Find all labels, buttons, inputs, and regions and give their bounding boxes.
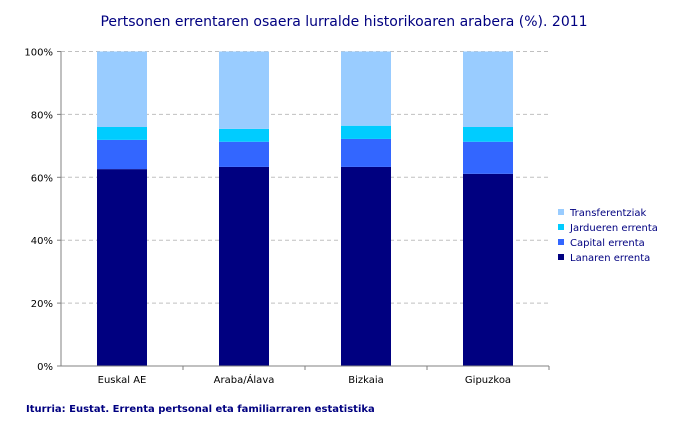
bar-segment — [219, 166, 269, 366]
chart-title: Pertsonen errentaren osaera lurralde his… — [100, 14, 587, 30]
legend-label: Transferentziak — [569, 208, 647, 219]
x-tick-label: Euskal AE — [98, 375, 147, 386]
bar-segment — [219, 128, 269, 142]
bar-segment — [341, 138, 391, 167]
y-tick-label: 0% — [37, 362, 53, 373]
bar-segment — [97, 169, 147, 366]
legend-label: Capital errenta — [570, 238, 645, 249]
bar-segment — [341, 125, 391, 139]
x-tick-label: Araba/Álava — [214, 373, 275, 386]
bar-segment — [341, 166, 391, 366]
legend-label: Lanaren errenta — [570, 253, 650, 264]
legend-swatch — [558, 254, 564, 260]
x-tick-label: Bizkaia — [348, 375, 384, 386]
source-note: Iturria: Eustat. Errenta pertsonal eta f… — [26, 404, 375, 415]
bar-segment — [463, 141, 513, 174]
bar-segment — [97, 51, 147, 127]
bar-segment — [97, 126, 147, 140]
y-tick-label: 100% — [24, 48, 53, 59]
y-tick-label: 80% — [31, 110, 53, 121]
y-tick-label: 40% — [31, 236, 53, 247]
x-tick-label: Gipuzkoa — [465, 375, 511, 386]
bar-segment — [219, 51, 269, 129]
legend-swatch — [558, 239, 564, 245]
bar-segment — [341, 51, 391, 126]
bar-segment — [463, 126, 513, 142]
bar-segment — [97, 139, 147, 170]
y-tick-label: 60% — [31, 173, 53, 184]
bar-segment — [463, 51, 513, 127]
legend-swatch — [558, 209, 564, 215]
legend-swatch — [558, 224, 564, 230]
legend-label: Jardueren errenta — [569, 223, 658, 234]
bar-segment — [219, 141, 269, 167]
y-tick-label: 20% — [31, 299, 53, 310]
bar-segment — [463, 173, 513, 366]
